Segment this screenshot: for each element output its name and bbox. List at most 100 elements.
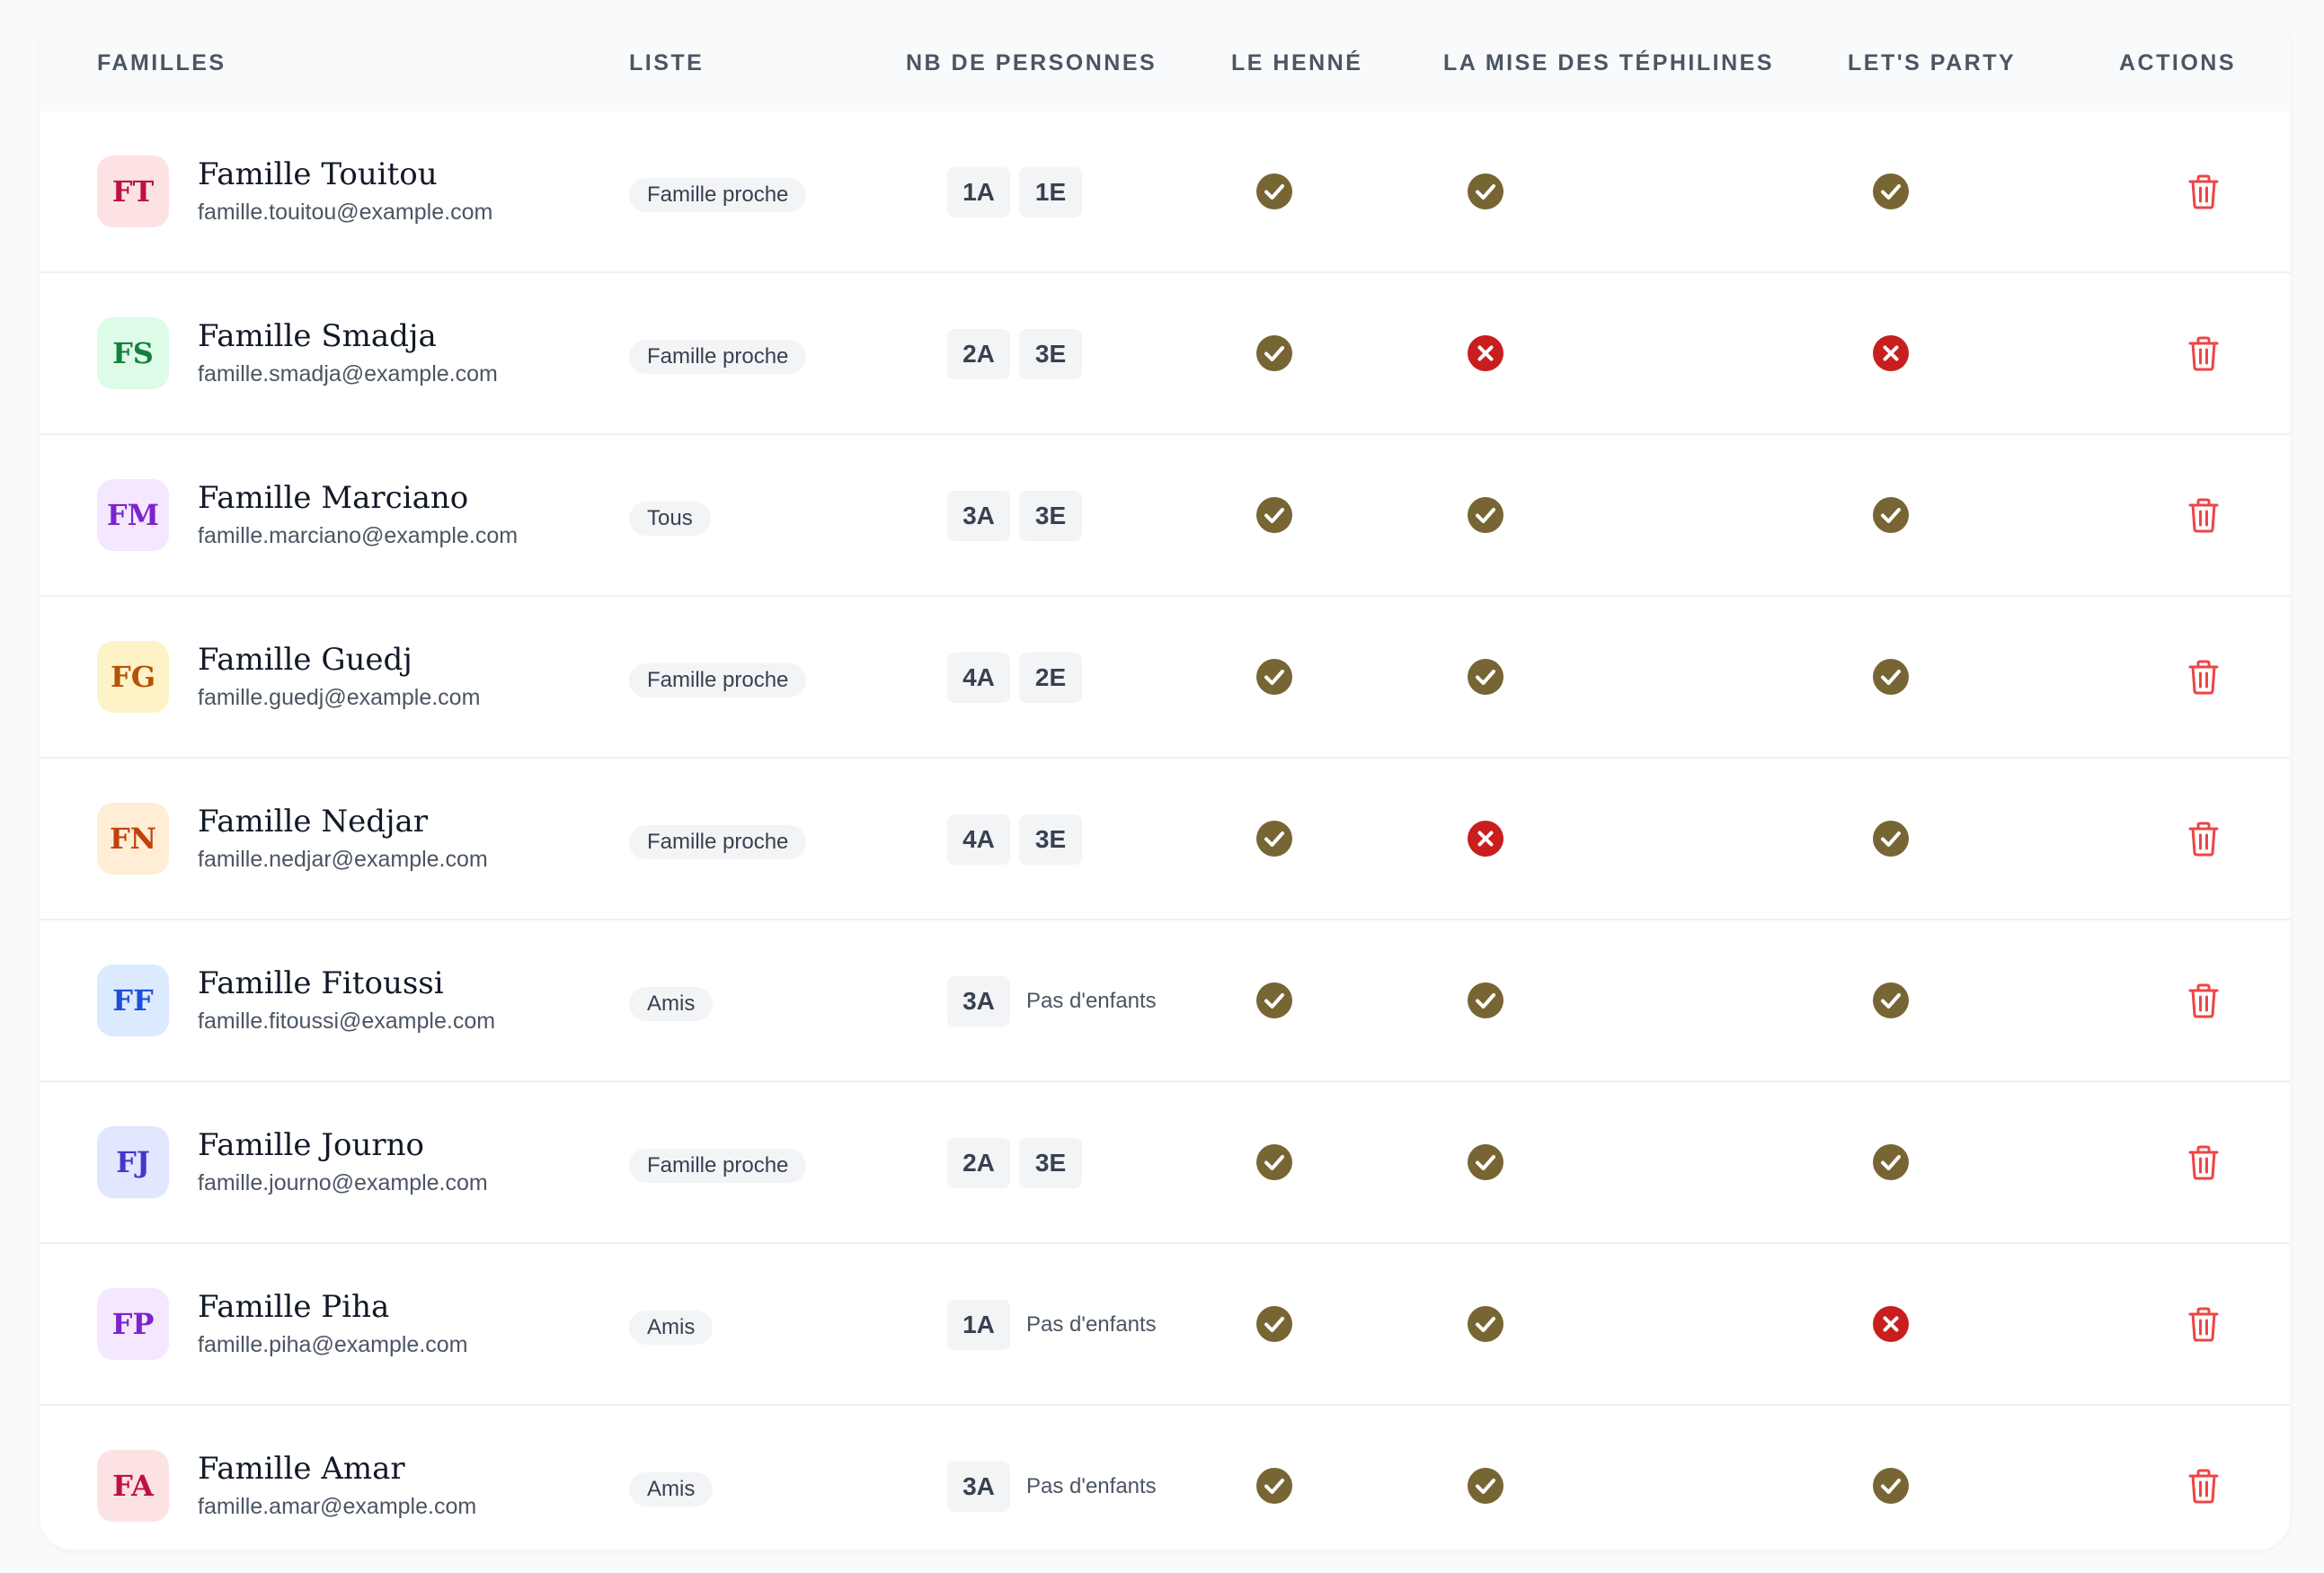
check-circle-icon — [1873, 497, 1909, 533]
table-row[interactable]: FN Famille Nedjar famille.nedjar@example.c… — [40, 759, 2290, 920]
family-email: famille.journo@example.com — [198, 1170, 488, 1195]
table-row[interactable]: FF Famille Fitoussi famille.fitoussi@examp… — [40, 920, 2290, 1082]
avatar: FJ — [97, 1126, 169, 1198]
avatar: FA — [97, 1450, 169, 1522]
family-name: Famille Smadja — [198, 318, 437, 354]
x-circle-icon — [1468, 821, 1504, 857]
family-name: Famille Fitoussi — [198, 965, 444, 1001]
check-circle-icon — [1468, 497, 1504, 533]
list-badge: Famille proche — [629, 340, 807, 374]
table-row[interactable]: FG Famille Guedj famille.guedj@example.com… — [40, 597, 2290, 759]
check-circle-icon — [1256, 173, 1292, 209]
check-circle-icon — [1468, 659, 1504, 695]
trash-icon[interactable] — [2186, 1467, 2222, 1505]
list-badge: Amis — [629, 1472, 714, 1506]
family-email: famille.smadja@example.com — [198, 361, 498, 387]
adults-badge: 4A — [947, 653, 1010, 703]
check-circle-icon — [1256, 1468, 1292, 1504]
table-row[interactable]: FS Famille Smadja famille.smadja@example.c… — [40, 273, 2290, 435]
adults-badge: 1A — [947, 1300, 1010, 1350]
header-list[interactable]: LISTE — [629, 50, 705, 76]
table-row[interactable]: FT Famille Touitou famille.touitou@example… — [40, 111, 2290, 273]
no-children-label: Pas d'enfants — [1026, 989, 1157, 1013]
family-email: famille.fitoussi@example.com — [198, 1009, 496, 1034]
children-badge: 1E — [1019, 167, 1082, 218]
list-badge: Famille proche — [629, 825, 807, 859]
x-circle-icon — [1873, 1306, 1909, 1342]
header-families[interactable]: FAMILLES — [97, 50, 226, 76]
children-badge: 2E — [1019, 653, 1082, 703]
adults-badge: 2A — [947, 329, 1010, 379]
family-name: Famille Amar — [198, 1451, 405, 1487]
check-circle-icon — [1468, 173, 1504, 209]
trash-icon[interactable] — [2186, 1305, 2222, 1343]
family-name: Famille Marciano — [198, 480, 469, 516]
avatar: FM — [97, 479, 169, 551]
trash-icon[interactable] — [2186, 334, 2222, 372]
table-row[interactable]: FP Famille Piha famille.piha@example.com Am… — [40, 1244, 2290, 1406]
children-badge: 3E — [1019, 814, 1082, 865]
children-badge: 3E — [1019, 491, 1082, 541]
header-party[interactable]: LET'S PARTY — [1848, 50, 2017, 76]
list-badge: Famille proche — [629, 178, 807, 212]
family-email: famille.piha@example.com — [198, 1332, 468, 1357]
avatar: FF — [97, 964, 169, 1036]
check-circle-icon — [1256, 335, 1292, 371]
table-header: FAMILLES LISTE NB DE PERSONNES LE HENNÉ … — [40, 14, 2290, 111]
children-badge: 3E — [1019, 1138, 1082, 1188]
avatar: FT — [97, 156, 169, 227]
table-row[interactable]: FM Famille Marciano famille.marciano@examp… — [40, 435, 2290, 597]
family-email: famille.touitou@example.com — [198, 200, 493, 225]
header-tephilines[interactable]: LA MISE DES TÉPHILINES — [1443, 50, 1775, 76]
list-badge: Tous — [629, 502, 711, 536]
check-circle-icon — [1468, 1144, 1504, 1180]
adults-badge: 1A — [947, 167, 1010, 218]
adults-badge: 3A — [947, 491, 1010, 541]
no-children-label: Pas d'enfants — [1026, 1474, 1157, 1498]
trash-icon[interactable] — [2186, 496, 2222, 534]
family-name: Famille Journo — [198, 1127, 424, 1163]
trash-icon[interactable] — [2186, 982, 2222, 1019]
list-badge: Amis — [629, 987, 714, 1021]
family-name: Famille Piha — [198, 1289, 390, 1325]
family-email: famille.marciano@example.com — [198, 523, 519, 548]
list-badge: Famille proche — [629, 1149, 807, 1183]
check-circle-icon — [1873, 982, 1909, 1018]
family-name: Famille Guedj — [198, 642, 412, 678]
adults-badge: 3A — [947, 1462, 1010, 1512]
table-row[interactable]: FJ Famille Journo famille.journo@example.c… — [40, 1082, 2290, 1244]
family-email: famille.nedjar@example.com — [198, 847, 488, 872]
check-circle-icon — [1468, 1306, 1504, 1342]
adults-badge: 2A — [947, 1138, 1010, 1188]
family-name: Famille Touitou — [198, 156, 438, 192]
children-badge: 3E — [1019, 329, 1082, 379]
header-people[interactable]: NB DE PERSONNES — [906, 50, 1158, 76]
list-badge: Famille proche — [629, 663, 807, 698]
check-circle-icon — [1873, 821, 1909, 857]
check-circle-icon — [1873, 173, 1909, 209]
trash-icon[interactable] — [2186, 658, 2222, 696]
avatar: FP — [97, 1288, 169, 1360]
trash-icon[interactable] — [2186, 1143, 2222, 1181]
avatar: FG — [97, 641, 169, 713]
header-henne[interactable]: LE HENNÉ — [1231, 50, 1363, 76]
header-actions: ACTIONS — [2119, 50, 2236, 76]
trash-icon[interactable] — [2186, 820, 2222, 858]
check-circle-icon — [1873, 1144, 1909, 1180]
check-circle-icon — [1256, 982, 1292, 1018]
adults-badge: 3A — [947, 976, 1010, 1026]
family-name: Famille Nedjar — [198, 804, 429, 840]
check-circle-icon — [1873, 659, 1909, 695]
x-circle-icon — [1468, 335, 1504, 371]
no-children-label: Pas d'enfants — [1026, 1312, 1157, 1337]
adults-badge: 4A — [947, 814, 1010, 865]
table-body: FT Famille Touitou famille.touitou@example… — [40, 111, 2290, 1550]
check-circle-icon — [1873, 1468, 1909, 1504]
trash-icon[interactable] — [2186, 173, 2222, 210]
table-row[interactable]: FA Famille Amar famille.amar@example.com Am… — [40, 1406, 2290, 1550]
avatar: FN — [97, 803, 169, 875]
check-circle-icon — [1256, 1306, 1292, 1342]
check-circle-icon — [1256, 659, 1292, 695]
x-circle-icon — [1873, 335, 1909, 371]
family-email: famille.guedj@example.com — [198, 685, 481, 710]
